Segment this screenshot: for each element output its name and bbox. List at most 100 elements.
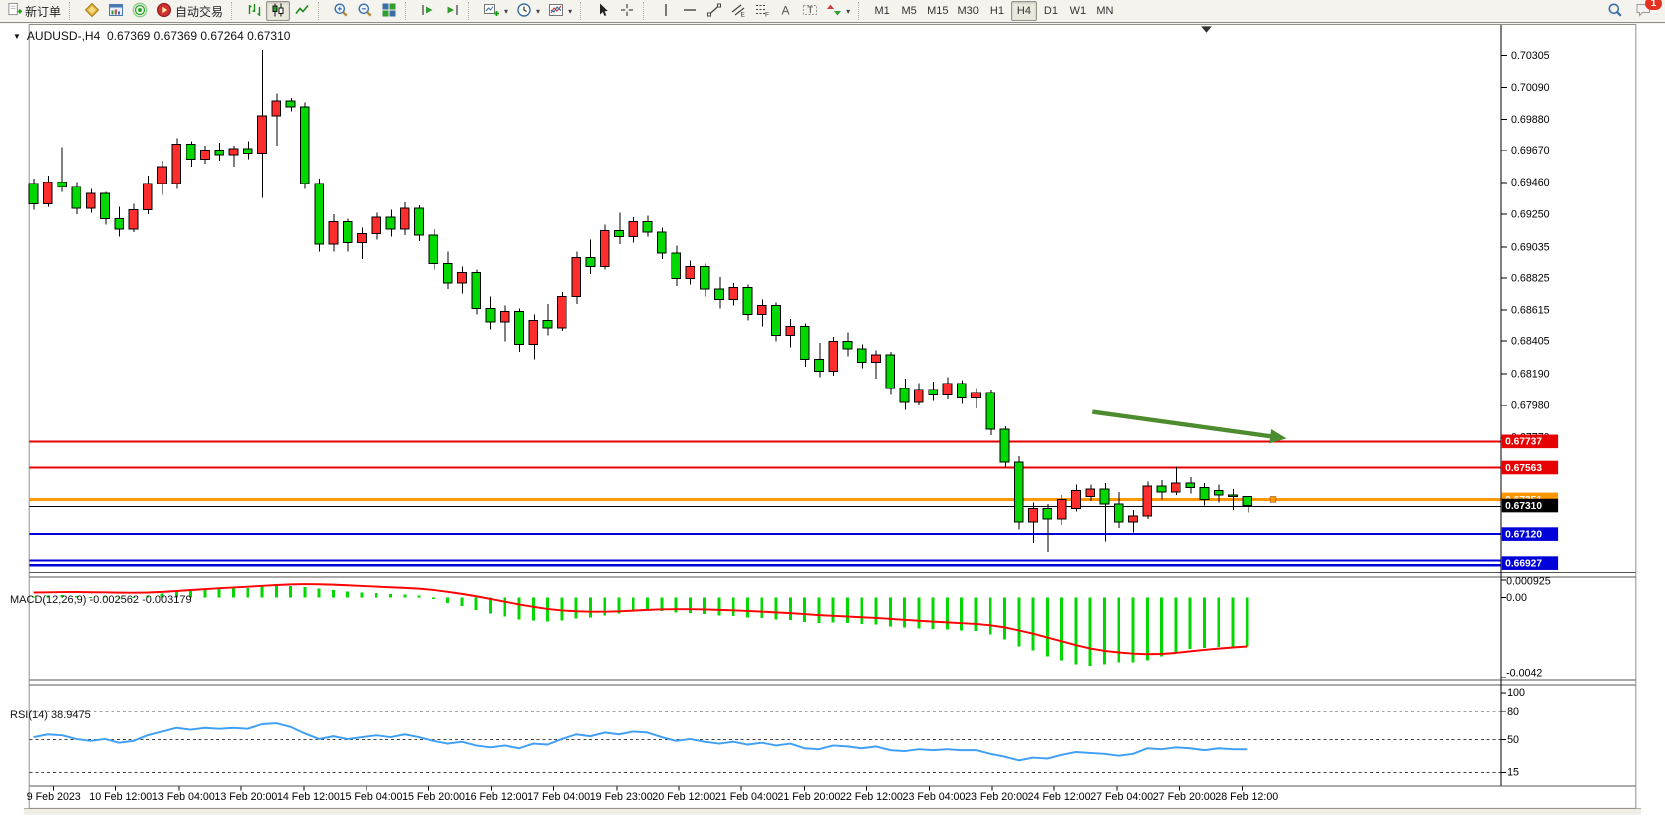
new-chart-icon — [483, 2, 500, 21]
pane-separators[interactable] — [29, 571, 1636, 787]
svg-text:21 Feb 20:00: 21 Feb 20:00 — [777, 791, 840, 803]
svg-text:13 Feb 20:00: 13 Feb 20:00 — [214, 791, 277, 803]
templates-button[interactable]: ▾ — [544, 1, 576, 21]
trendline-button[interactable] — [702, 1, 726, 21]
svg-text:0.66927: 0.66927 — [1505, 559, 1542, 570]
vertical-line-button[interactable] — [654, 1, 678, 21]
rsi-pane[interactable] — [29, 710, 1501, 773]
timeframe-button-m5[interactable]: M5 — [896, 1, 922, 21]
chart-shift-icon — [444, 2, 460, 21]
svg-text:A: A — [782, 3, 790, 17]
horizontal-line-button[interactable] — [678, 1, 702, 21]
timeframe-button-m15[interactable]: M15 — [923, 1, 952, 21]
candlestick-chart-button[interactable] — [266, 1, 291, 21]
time-axis: 9 Feb 2023 10 Feb 12:00 13 Feb 04:00 13 Feb… — [27, 786, 1278, 803]
periods-button[interactable]: ▾ — [512, 1, 544, 21]
autotrading-label: 自动交易 — [175, 4, 224, 19]
metaeditor-button[interactable] — [80, 1, 104, 21]
svg-text:24 Feb 12:00: 24 Feb 12:00 — [1028, 791, 1091, 803]
svg-text:0.000925: 0.000925 — [1506, 575, 1551, 587]
chart-shift-button[interactable] — [440, 1, 464, 21]
editor-icon — [84, 2, 100, 21]
bar-chart-button[interactable] — [242, 1, 266, 21]
timeframe-button-h1[interactable]: H1 — [984, 1, 1010, 21]
auto-scroll-button[interactable] — [416, 1, 440, 21]
price-tags: 0.677370.675630.673510.671200.669270.673… — [1501, 434, 1559, 570]
terminal-button[interactable] — [104, 1, 128, 21]
tile-windows-icon — [381, 2, 397, 21]
svg-text:0.69670: 0.69670 — [1511, 145, 1550, 157]
zoom-out-button[interactable] — [353, 1, 377, 21]
new-order-button[interactable]: 新订单 — [3, 1, 65, 21]
svg-text:0.69880: 0.69880 — [1511, 114, 1550, 126]
svg-text:0.70305: 0.70305 — [1511, 50, 1550, 62]
tile-windows-button[interactable] — [377, 1, 401, 21]
toolbar-right-icons: 1 — [1603, 0, 1662, 22]
search-icon — [1607, 2, 1623, 21]
toolbar-separator — [468, 2, 476, 20]
signal-button[interactable] — [128, 1, 152, 21]
svg-text:16 Feb 12:00: 16 Feb 12:00 — [465, 791, 528, 803]
svg-text:50: 50 — [1507, 734, 1519, 746]
svg-text:15: 15 — [1507, 766, 1519, 778]
zoom-in-icon — [333, 2, 349, 21]
timeframe-button-mn[interactable]: MN — [1092, 1, 1118, 21]
line-chart-button[interactable] — [290, 1, 314, 21]
svg-text:0.67120: 0.67120 — [1505, 530, 1542, 541]
candlestick-chart-icon — [270, 2, 286, 21]
svg-text:14 Feb 12:00: 14 Feb 12:00 — [277, 791, 340, 803]
svg-text:0.67563: 0.67563 — [1505, 463, 1542, 474]
notification-badge: 1 — [1645, 0, 1662, 11]
toolbar-separator — [643, 2, 651, 20]
chevron-down-icon: ▾ — [536, 6, 541, 16]
timeframe-button-w1[interactable]: W1 — [1065, 1, 1091, 21]
channel-button[interactable]: E — [726, 1, 750, 21]
svg-text:E: E — [741, 11, 746, 18]
chart-window[interactable]: 0.70305 0.70090 0.69880 0.69670 0.69460 0.692… — [0, 24, 1665, 838]
terminal-icon — [108, 2, 124, 21]
svg-text:0.69250: 0.69250 — [1511, 208, 1550, 220]
fibonacci-button[interactable]: F — [750, 1, 774, 21]
auto-scroll-icon — [420, 2, 436, 21]
svg-text:0.69460: 0.69460 — [1511, 177, 1550, 189]
arrows-button[interactable]: ▾ — [822, 1, 854, 21]
svg-text:21 Feb 04:00: 21 Feb 04:00 — [715, 791, 778, 803]
new-chart-button[interactable]: ▾ — [479, 1, 512, 21]
svg-text:10 Feb 12:00: 10 Feb 12:00 — [89, 791, 152, 803]
timeframe-button-h4[interactable]: H4 — [1010, 1, 1037, 21]
cursor-icon — [595, 2, 611, 21]
autotrading-button[interactable]: 自动交易 — [152, 1, 227, 21]
text-button[interactable]: A — [774, 1, 798, 21]
chart-shift-marker[interactable] — [1201, 26, 1212, 33]
svg-text:0.69035: 0.69035 — [1511, 241, 1550, 253]
search-button[interactable] — [1603, 1, 1627, 21]
svg-text:0.68825: 0.68825 — [1511, 272, 1550, 284]
new-order-icon — [7, 2, 22, 20]
trend-arrow-annotation[interactable] — [1092, 409, 1287, 444]
text-label-button[interactable]: T — [798, 1, 822, 21]
svg-text:19 Feb 23:00: 19 Feb 23:00 — [590, 791, 653, 803]
signal-icon — [132, 2, 148, 21]
zoom-out-icon — [357, 2, 373, 21]
chevron-down-icon: ▾ — [846, 6, 851, 16]
svg-text:0.00: 0.00 — [1506, 592, 1527, 604]
vertical-line-icon — [658, 2, 674, 21]
horizontal-lines[interactable] — [29, 440, 1501, 567]
svg-text:0.67310: 0.67310 — [1505, 501, 1542, 512]
svg-text:17 Feb 04:00: 17 Feb 04:00 — [527, 791, 590, 803]
zoom-in-button[interactable] — [329, 1, 353, 21]
macd-pane[interactable] — [32, 583, 1249, 667]
timeframe-button-m30[interactable]: M30 — [954, 1, 983, 21]
autotrading-icon — [156, 2, 172, 21]
clock-icon — [516, 2, 532, 21]
svg-text:23 Feb 20:00: 23 Feb 20:00 — [965, 791, 1028, 803]
crosshair-button[interactable] — [615, 1, 639, 21]
toolbar-separator — [231, 2, 239, 20]
timeframe-button-m1[interactable]: M1 — [869, 1, 895, 21]
svg-text:15 Feb 04:00: 15 Feb 04:00 — [340, 791, 403, 803]
cursor-button[interactable] — [591, 1, 615, 21]
price-chart[interactable]: 0.70305 0.70090 0.69880 0.69670 0.69460 0.692… — [0, 24, 1665, 838]
timeframe-button-d1[interactable]: D1 — [1038, 1, 1064, 21]
svg-text:27 Feb 04:00: 27 Feb 04:00 — [1090, 791, 1153, 803]
text-icon: A — [778, 2, 794, 21]
